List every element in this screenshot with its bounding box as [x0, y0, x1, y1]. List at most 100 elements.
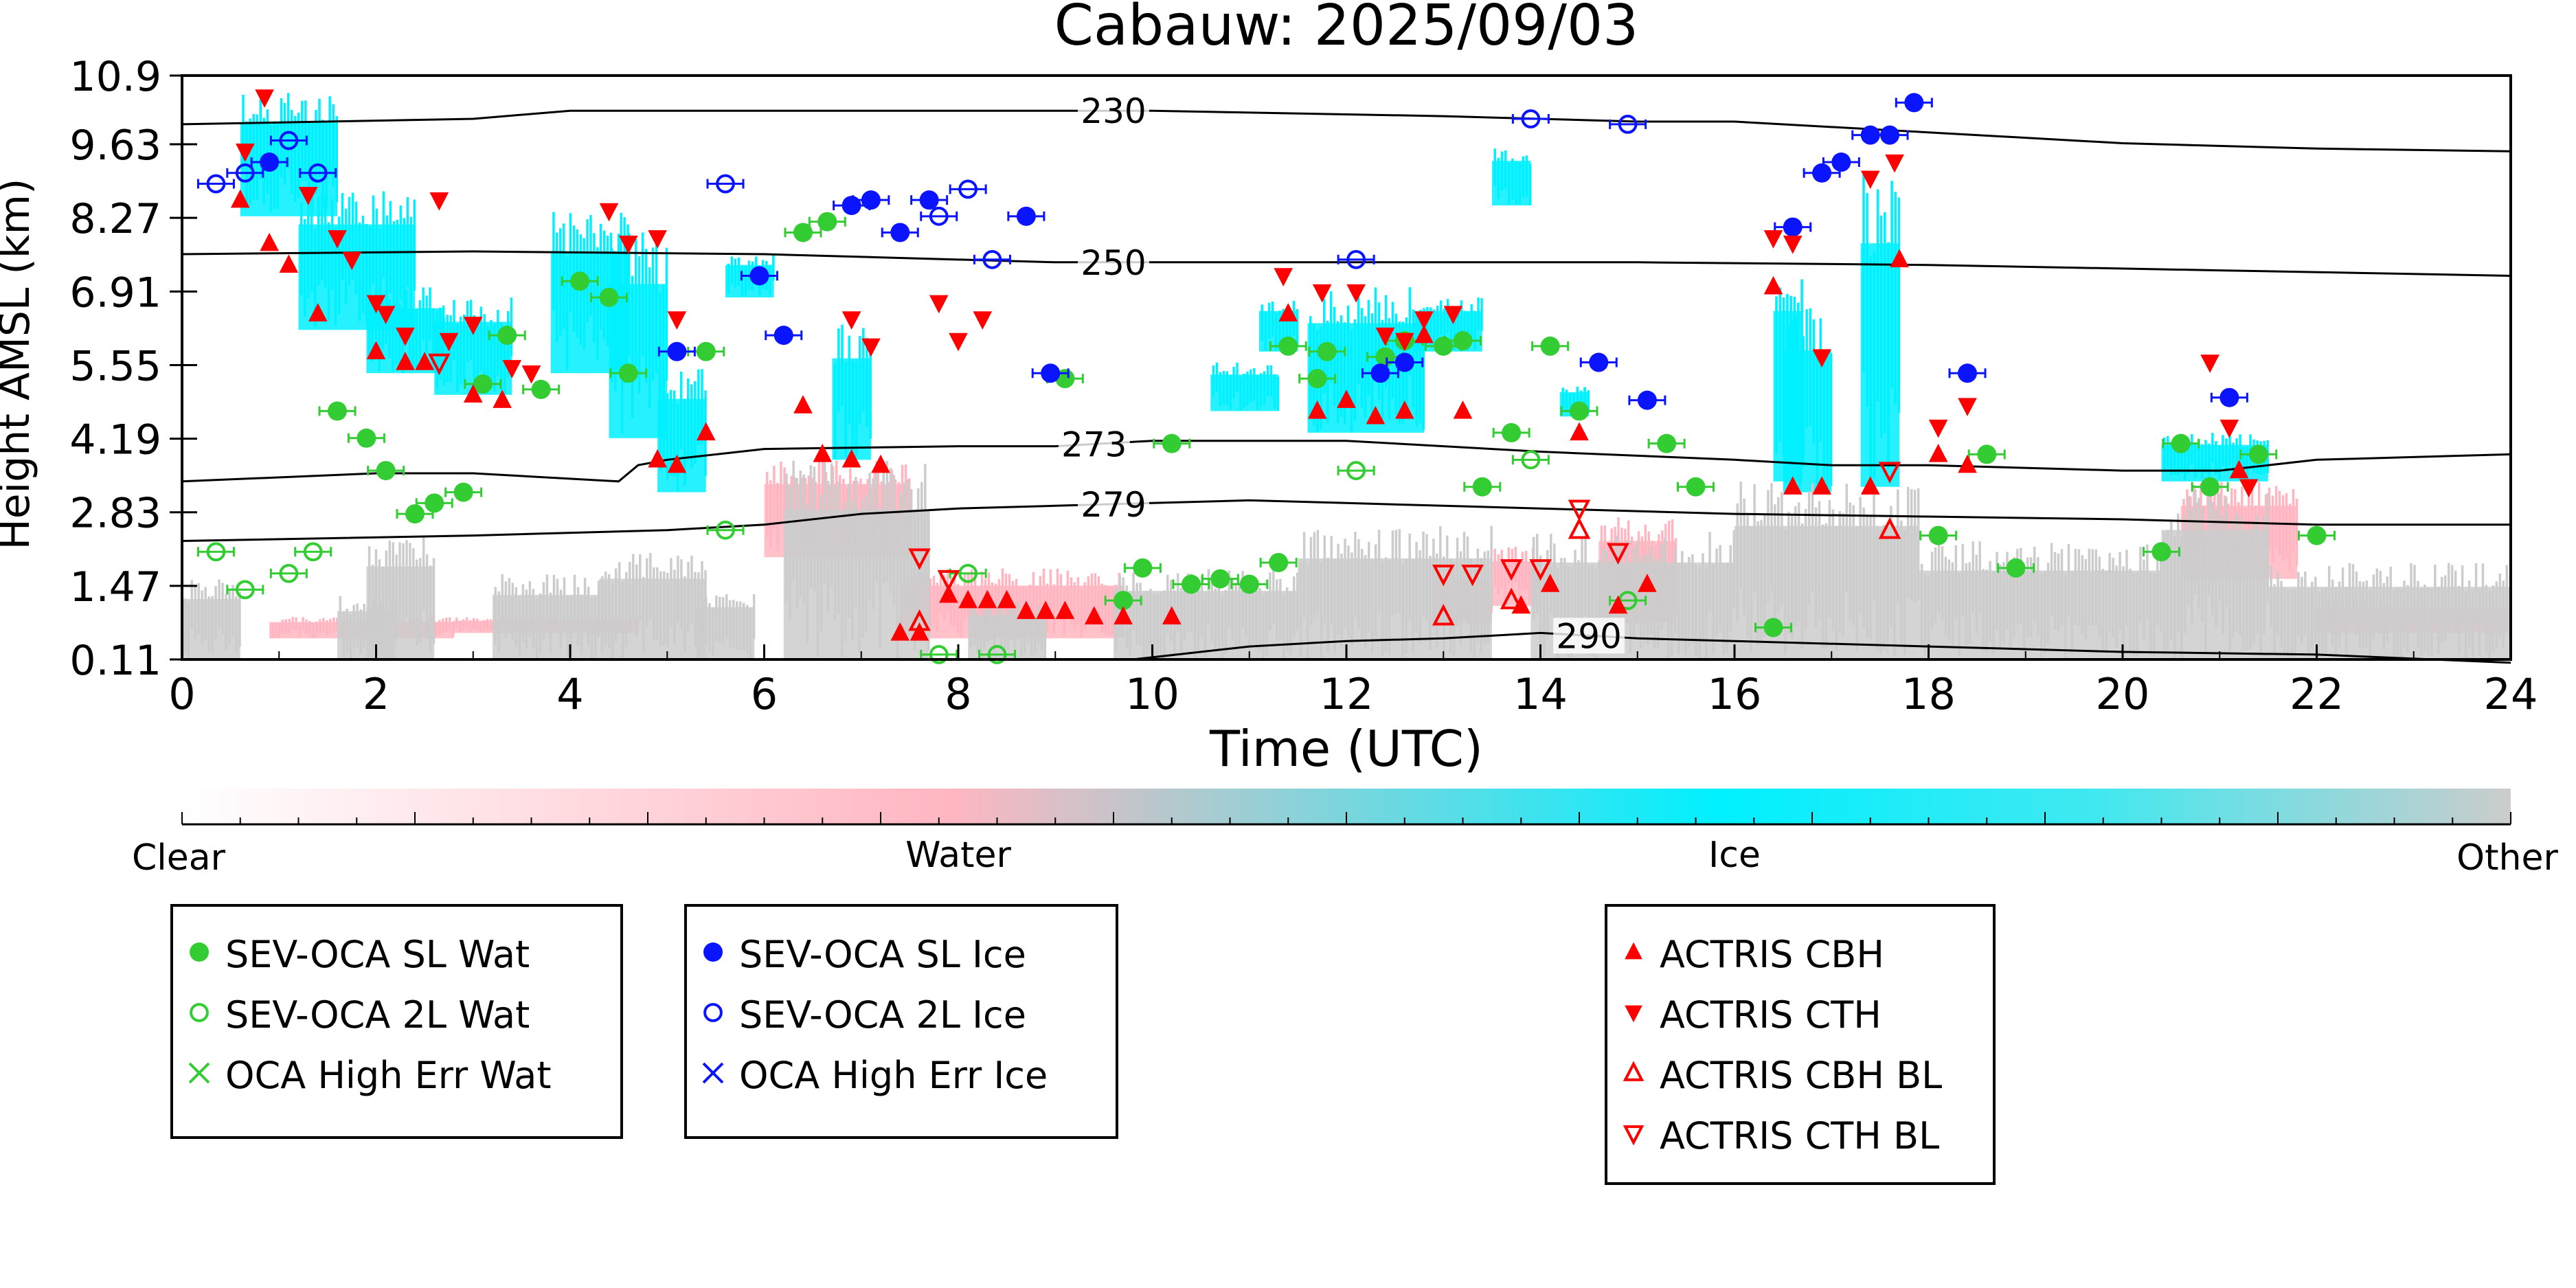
data-point [1958, 398, 1977, 416]
marker-shape [871, 454, 890, 473]
bg-streak [1636, 541, 1639, 625]
bg-streak [1869, 255, 1873, 483]
bg-streak [901, 464, 904, 527]
bg-streak [449, 617, 451, 631]
data-point [303, 542, 323, 562]
data-point [1570, 401, 1589, 421]
data-point [531, 379, 551, 399]
bg-streak [993, 615, 996, 657]
bg-streak [885, 460, 889, 582]
marker-shape [1878, 462, 1901, 484]
x-tick-label: 8 [945, 669, 971, 719]
bg-streak [214, 586, 217, 640]
bg-streak [1219, 372, 1222, 406]
data-point [439, 332, 459, 352]
bg-streak [2112, 557, 2114, 638]
data-point [908, 548, 931, 570]
bg-streak [449, 315, 452, 383]
bg-streak [1443, 308, 1446, 346]
bg-streak [712, 607, 714, 657]
bg-streak [2362, 582, 2365, 649]
bg-streak [1445, 535, 1449, 624]
bg-streak [2461, 565, 2464, 626]
bg-streak [539, 593, 542, 654]
bg-streak [317, 196, 320, 286]
bg-streak [356, 603, 359, 647]
bg-streak [2348, 563, 2351, 622]
bg-streak [1374, 544, 1377, 636]
bg-streak [1958, 573, 1961, 657]
bg-streak [2173, 441, 2176, 475]
bg-streak [1262, 595, 1265, 659]
legend-label: SEV-OCA 2L Wat [225, 993, 530, 1037]
bg-streak [583, 238, 585, 350]
marker-shape [1521, 450, 1541, 470]
bg-streak [1296, 572, 1299, 631]
marker-shape [749, 266, 769, 286]
data-point [841, 196, 861, 216]
bg-streak [837, 328, 840, 413]
bg-streak [1296, 309, 1299, 347]
bg-streak [899, 493, 903, 630]
legend-entry: ACTRIS CTH BL [1623, 1114, 1939, 1157]
bg-streak [1056, 568, 1059, 611]
bg-streak [2091, 549, 2094, 626]
marker-shape [206, 542, 226, 562]
series-actris-cth [235, 89, 2259, 498]
bg-streak [646, 558, 648, 627]
data-point [463, 384, 483, 403]
bg-streak [1224, 590, 1228, 655]
marker-shape [2200, 477, 2220, 497]
bg-streak [1838, 511, 1842, 633]
bg-streak [2276, 571, 2279, 635]
bg-streak [500, 322, 503, 391]
data-point [308, 303, 328, 321]
marker-shape [1928, 419, 1948, 438]
bg-streak [2187, 440, 2190, 475]
bg-streak [472, 618, 475, 629]
bg-streak [1816, 352, 1819, 485]
bg-streak [2153, 574, 2156, 657]
bg-streak [2119, 552, 2121, 630]
bg-streak [1708, 532, 1711, 611]
bg-streak [187, 602, 190, 659]
bg-streak [525, 589, 528, 649]
data-point [1016, 206, 1036, 226]
bg-streak [690, 384, 693, 468]
bg-streak [1052, 584, 1056, 634]
bg-streak [1862, 507, 1865, 629]
bg-streak [2036, 557, 2040, 637]
bg-streak [354, 201, 358, 294]
data-point [1812, 476, 1831, 495]
bg-streak [1941, 546, 1944, 621]
bg-streak [388, 300, 391, 359]
marker-shape [908, 609, 931, 631]
data-point [1657, 433, 1677, 453]
bg-streak [1884, 212, 1886, 433]
data-point [425, 493, 444, 513]
bg-streak [741, 266, 744, 297]
marker-shape [1346, 461, 1366, 480]
bg-streak [637, 256, 641, 394]
bg-streak [1642, 554, 1646, 644]
bg-streak [1504, 150, 1507, 190]
bg-streak [986, 604, 989, 642]
marker-shape [453, 482, 473, 502]
bg-streak [2389, 567, 2392, 628]
bg-streak [1146, 591, 1149, 655]
data-point [2200, 477, 2220, 497]
bg-streak [308, 122, 310, 209]
bg-streak [1615, 535, 1618, 617]
bg-streak [1419, 321, 1422, 423]
data-point [982, 249, 1002, 269]
bg-streak [1670, 565, 1673, 657]
bg-streak [1190, 574, 1193, 633]
bg-streak [1364, 554, 1367, 649]
marker-shape [1055, 600, 1075, 620]
bg-streak [576, 587, 580, 646]
bg-streak [1466, 536, 1469, 625]
bg-streak [468, 620, 472, 632]
data-point [463, 317, 483, 335]
bg-streak [2273, 584, 2276, 652]
